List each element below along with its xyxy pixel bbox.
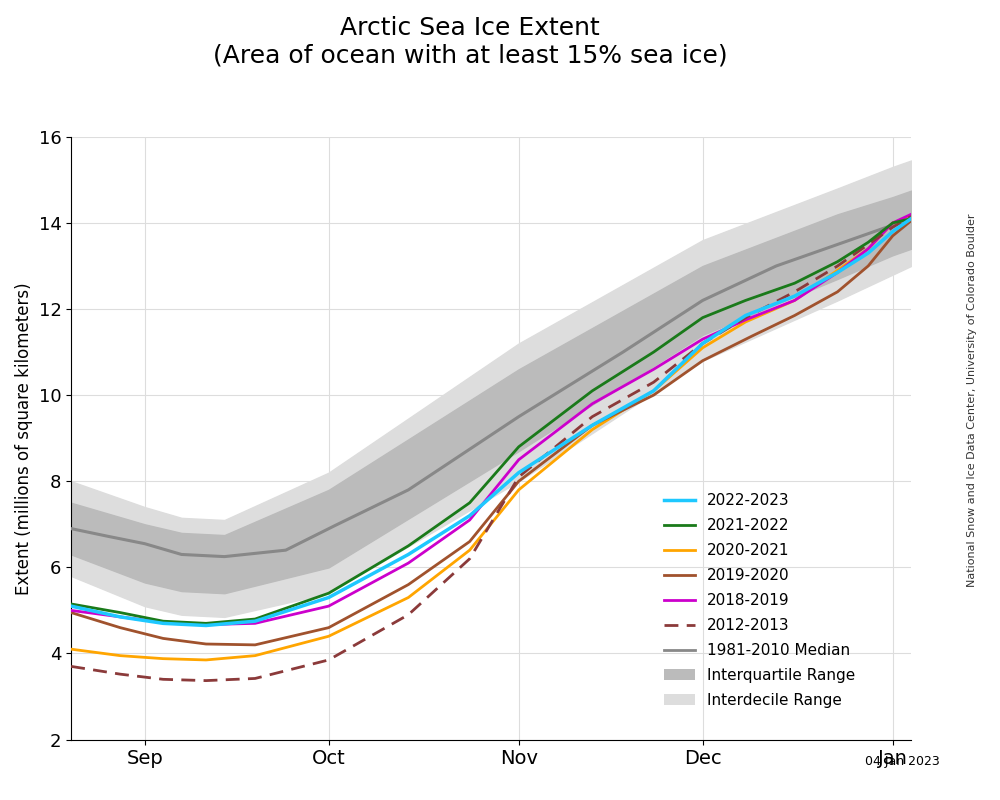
Text: Arctic Sea Ice Extent
(Area of ocean with at least 15% sea ice): Arctic Sea Ice Extent (Area of ocean wit…	[213, 16, 727, 68]
Text: National Snow and Ice Data Center, University of Colorado Boulder: National Snow and Ice Data Center, Unive…	[967, 214, 977, 586]
Text: 04 Jan 2023: 04 Jan 2023	[865, 755, 939, 769]
Legend: 2022-2023, 2021-2022, 2020-2021, 2019-2020, 2018-2019, 2012-2013, 1981-2010 Medi: 2022-2023, 2021-2022, 2020-2021, 2019-20…	[658, 487, 861, 714]
Y-axis label: Extent (millions of square kilometers): Extent (millions of square kilometers)	[15, 282, 33, 594]
